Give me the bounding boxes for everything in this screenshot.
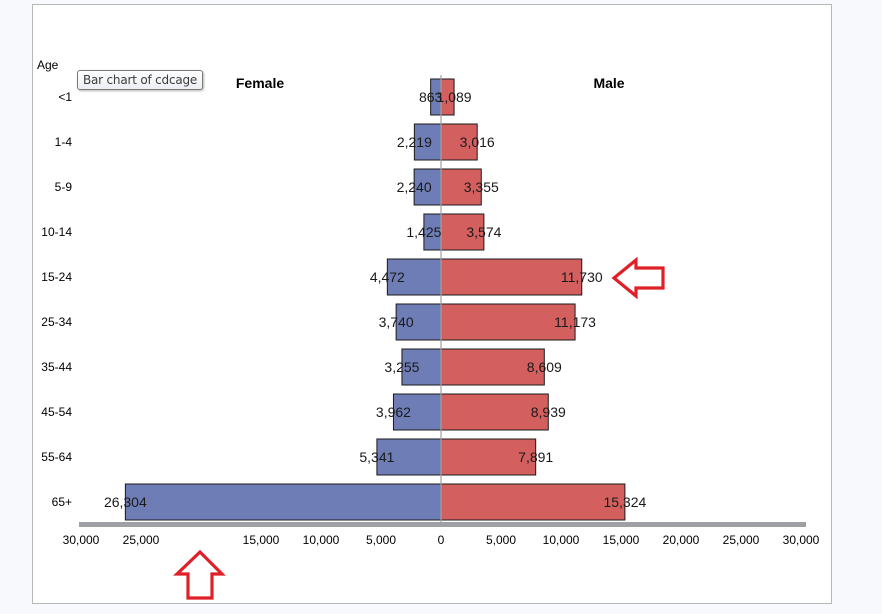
female-value-label: 2,240 [397, 179, 432, 195]
x-tick-label: 15,000 [243, 533, 280, 547]
bar-male-45-54[interactable] [440, 393, 549, 431]
male-value-label: 7,891 [518, 449, 553, 465]
male-value-label: 15,324 [603, 494, 646, 510]
male-value-label: 3,016 [460, 134, 495, 150]
x-tick-label: 10,000 [543, 533, 580, 547]
age-category-label: 55-64 [41, 450, 72, 464]
x-axis-band [79, 522, 806, 527]
age-category-label: 5-9 [55, 180, 73, 194]
female-value-label: 4,472 [370, 269, 405, 285]
x-tick-label: 25,000 [123, 533, 160, 547]
age-category-label: 65+ [52, 495, 72, 509]
x-tick-label: 20,000 [663, 533, 700, 547]
male-value-label: 1,089 [437, 89, 472, 105]
bar-male-10-14[interactable] [440, 213, 485, 251]
bar-male-25-34[interactable] [440, 303, 576, 341]
male-value-label: 8,609 [527, 359, 562, 375]
x-tick-label: 5,000 [366, 533, 396, 547]
age-category-label: 45-54 [41, 405, 72, 419]
age-category-label: 35-44 [41, 360, 72, 374]
y-axis-title: Age [37, 58, 59, 72]
bar-female-65+[interactable] [124, 483, 442, 521]
female-value-label: 5,341 [359, 449, 394, 465]
female-panel-title: Female [236, 75, 284, 91]
female-value-label: 3,255 [384, 359, 419, 375]
x-tick-label: 10,000 [303, 533, 340, 547]
x-tick-label: 30,000 [63, 533, 100, 547]
female-value-label: 3,962 [376, 404, 411, 420]
x-tick-label: 25,000 [723, 533, 760, 547]
male-value-label: 8,939 [531, 404, 566, 420]
age-category-label: 25-34 [41, 315, 72, 329]
bar-female-5-9[interactable] [413, 168, 442, 206]
tooltip: Bar chart of cdcage [77, 70, 204, 90]
age-category-label: 15-24 [41, 270, 72, 284]
female-value-label: 863 [419, 89, 443, 105]
bar-male-5-9[interactable] [440, 168, 482, 206]
x-tick-label: 0 [438, 533, 445, 547]
male-value-label: 11,173 [554, 314, 596, 330]
bar-female-35-44[interactable] [401, 348, 442, 386]
bar-male-15-24[interactable] [440, 258, 583, 296]
bar-female-15-24[interactable] [386, 258, 442, 296]
age-category-label: 1-4 [55, 135, 73, 149]
x-tick-label: 15,000 [603, 533, 640, 547]
male-panel-title: Male [593, 75, 624, 91]
female-value-label: 2,219 [397, 134, 432, 150]
bar-male-35-44[interactable] [440, 348, 545, 386]
annotation-arrow-up-icon [173, 549, 226, 600]
x-tick-label: 5,000 [486, 533, 516, 547]
age-category-label: 10-14 [41, 225, 72, 239]
annotation-arrow-left-icon [611, 256, 665, 300]
male-value-label: 3,355 [464, 179, 499, 195]
female-value-label: 1,425 [406, 224, 441, 240]
age-category-label: <1 [58, 90, 72, 104]
male-value-label: 3,574 [466, 224, 501, 240]
female-value-label: 26,304 [104, 494, 147, 510]
bar-female-55-64[interactable] [376, 438, 442, 476]
male-value-label: 11,730 [561, 269, 603, 285]
female-value-label: 3,740 [379, 314, 414, 330]
bar-male-55-64[interactable] [440, 438, 537, 476]
x-tick-label: 30,000 [783, 533, 820, 547]
bar-male-65+[interactable] [440, 483, 626, 521]
